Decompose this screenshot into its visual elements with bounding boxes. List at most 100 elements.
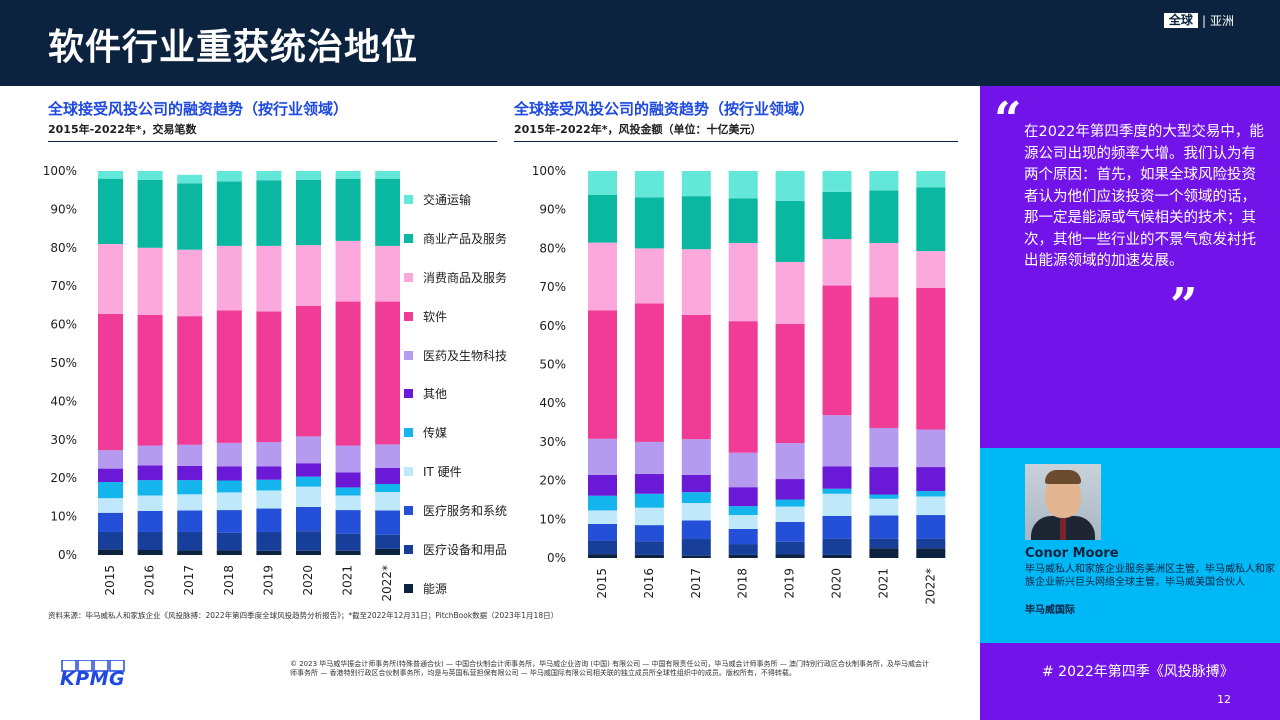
legend-label: 软件	[423, 309, 448, 324]
bar-segment	[375, 178, 400, 246]
legend-item: IT 硬件	[404, 452, 534, 491]
bar-segment	[216, 181, 242, 246]
bar-segment	[775, 261, 805, 324]
bar-segment	[588, 554, 617, 558]
x-tick-label: 2015	[103, 565, 117, 596]
y-tick-label: 30%	[50, 433, 77, 447]
bar-segment	[775, 541, 805, 555]
bar-segment	[869, 190, 899, 243]
legend-item: 软件	[404, 297, 534, 336]
bar-segment	[916, 429, 946, 468]
legend-item: 医疗设备和用品	[404, 530, 534, 569]
bar-segment	[177, 316, 203, 445]
legend-label: 交通运输	[423, 192, 472, 207]
bar-segment	[728, 487, 758, 507]
bar-segment	[256, 466, 282, 480]
bar-segment	[869, 171, 899, 191]
legend-swatch	[404, 272, 413, 282]
bar-segment	[916, 187, 946, 252]
bar-segment	[588, 242, 617, 311]
left-chart-subtitle: 2015年-2022年*，交易笔数	[48, 123, 197, 136]
y-tick-label: 0%	[58, 548, 77, 562]
legend-swatch	[404, 506, 413, 516]
bar-segment	[681, 503, 711, 521]
x-tick-label: 2019	[783, 568, 797, 599]
bar-segment	[98, 498, 123, 513]
bar-segment	[335, 550, 361, 555]
bar-segment	[216, 310, 242, 443]
bar-segment	[335, 178, 361, 241]
bar-segment	[634, 303, 664, 442]
x-tick-label: 2020	[301, 565, 315, 596]
legend-item: 商业产品及服务	[404, 219, 534, 258]
bar-segment	[335, 171, 361, 179]
bar-segment	[256, 180, 282, 246]
bar-segment	[588, 510, 617, 524]
y-tick-label: 40%	[50, 394, 77, 408]
bar-segment	[216, 532, 242, 551]
y-tick-label: 10%	[50, 510, 77, 524]
bar-segment	[634, 554, 664, 558]
legend-swatch	[404, 350, 413, 360]
bar-segment	[256, 311, 282, 443]
bar-segment	[98, 512, 123, 532]
bar-segment	[98, 313, 123, 451]
bar-segment	[177, 465, 203, 481]
bar-segment	[256, 550, 282, 555]
y-tick-label: 90%	[539, 203, 566, 217]
bar-segment	[296, 436, 321, 464]
bar-segment	[375, 548, 400, 555]
bar-segment	[256, 508, 282, 532]
bar-segment	[296, 245, 321, 306]
bar-segment	[728, 452, 758, 488]
bar-segment	[98, 468, 123, 483]
bar-segment	[775, 499, 805, 507]
bar-segment	[588, 171, 617, 195]
bar-segment	[98, 171, 123, 179]
legend-item: 交通运输	[404, 180, 534, 219]
bar-segment	[98, 243, 123, 314]
y-tick-label: 80%	[539, 241, 566, 255]
bar-segment	[869, 538, 899, 549]
bar-segment	[681, 492, 711, 504]
kpmg-logo: KPMG	[60, 659, 126, 694]
bar-segment	[216, 550, 242, 555]
bar-segment	[375, 534, 400, 549]
bar-segment	[177, 444, 203, 466]
bar-segment	[137, 510, 163, 532]
legend-label: 其他	[423, 387, 448, 402]
person-panel: Conor Moore 毕马威私人和家族企业服务美洲区主管，毕马威私人和家族企业…	[980, 448, 1280, 643]
y-tick-label: 30%	[539, 435, 566, 449]
bar-segment	[822, 171, 852, 192]
legend-item: 消费商品及服务	[404, 258, 534, 297]
y-tick-label: 100%	[43, 164, 77, 178]
legend-swatch	[404, 194, 413, 204]
bar-segment	[916, 515, 946, 539]
bar-segment	[775, 506, 805, 523]
bar-segment	[728, 242, 758, 322]
legend-swatch	[404, 428, 413, 438]
legend-swatch	[404, 583, 413, 593]
bar-segment	[256, 479, 282, 491]
bar-segment	[216, 480, 242, 493]
bar-segment	[681, 439, 711, 475]
bar-segment	[177, 550, 203, 555]
bar-segment	[137, 495, 163, 511]
bar-segment	[634, 441, 664, 475]
bar-segment	[216, 510, 242, 533]
x-tick-label: 2022*	[380, 565, 394, 602]
bar-segment	[588, 495, 617, 511]
bar-segment	[728, 506, 758, 516]
page-number: 12	[1217, 693, 1231, 706]
x-tick-label: 2021	[876, 568, 890, 599]
x-tick-label: 2016	[642, 568, 656, 599]
x-tick-label: 2017	[182, 565, 196, 596]
bar-segment	[335, 510, 361, 534]
close-quote-icon: ”	[1170, 278, 1198, 334]
bar-segment	[256, 531, 282, 551]
bar-segment	[375, 301, 400, 445]
y-tick-label: 40%	[539, 396, 566, 410]
bar-segment	[296, 507, 321, 532]
header-bar: 软件行业重获统治地位 全球 | 亚洲	[0, 0, 1280, 86]
bar-segment	[216, 171, 242, 182]
